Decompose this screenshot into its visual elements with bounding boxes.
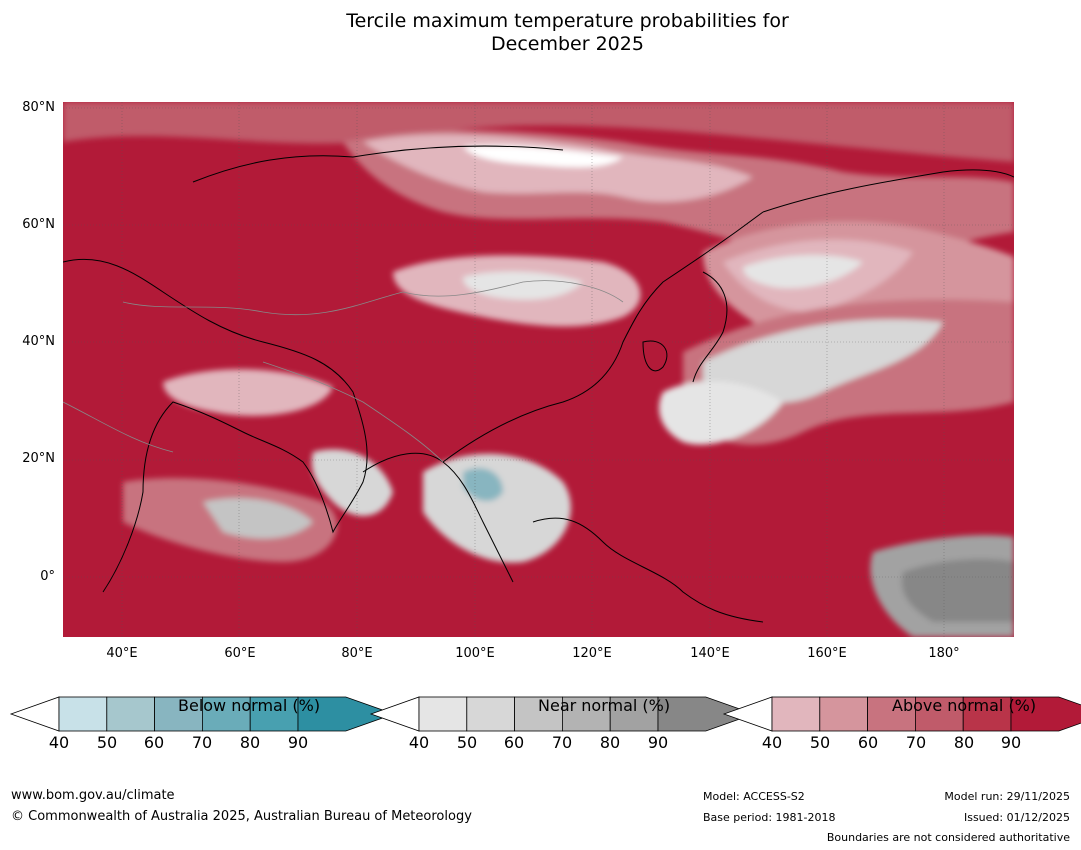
- lat-label-60n: 60°N: [22, 217, 55, 232]
- near-normal-colorbar: [369, 696, 755, 732]
- tick: 70: [191, 733, 213, 752]
- chart-title: Tercile maximum temperature probabilitie…: [0, 10, 1081, 56]
- title-line-1: Tercile maximum temperature probabilitie…: [346, 10, 789, 32]
- near-40-japan: [659, 381, 783, 445]
- tick: 80: [239, 733, 261, 752]
- tick: 60: [857, 733, 879, 752]
- copyright-text: © Commonwealth of Australia 2025, Austra…: [11, 809, 472, 824]
- tick: 80: [599, 733, 621, 752]
- colorbar-segment: [514, 696, 563, 732]
- above-normal-colorbar: [722, 696, 1081, 732]
- near-50-pacific: [703, 319, 943, 403]
- lat-label-20n: 20°N: [22, 451, 55, 466]
- colorbar-under-triangle: [722, 696, 773, 732]
- near-normal-label: Near normal (%): [538, 696, 671, 715]
- near-40-mongolia: [463, 271, 583, 300]
- tick: 50: [809, 733, 831, 752]
- issued-text: Issued: 01/12/2025: [963, 811, 1070, 824]
- near-90-pacific: [901, 559, 1014, 622]
- base-period-text: Base period: 1981-2018: [703, 811, 836, 824]
- colorbar-segment: [106, 696, 156, 732]
- below-normal-colorbar: [9, 696, 395, 732]
- tick: 90: [647, 733, 669, 752]
- colorbar-segment: [418, 696, 468, 732]
- above-40-iran: [163, 369, 333, 416]
- near-40-far-east: [743, 255, 863, 289]
- tick: 70: [905, 733, 927, 752]
- tick: 50: [96, 733, 118, 752]
- colorbars: [9, 696, 1081, 732]
- borders: [63, 280, 624, 463]
- tick: 60: [503, 733, 525, 752]
- lon-label-180: 180°: [928, 646, 960, 661]
- colorbar-over-segment: [657, 696, 755, 732]
- lon-label-40e: 40°E: [106, 646, 138, 661]
- tick: 80: [953, 733, 975, 752]
- lon-label-60e: 60°E: [224, 646, 256, 661]
- colorbar-under-triangle: [369, 696, 420, 732]
- tick: 50: [456, 733, 478, 752]
- colorbar-segment: [466, 696, 515, 732]
- colorbar-over-segment: [297, 696, 395, 732]
- near-60-arabian-sea: [203, 498, 313, 539]
- tick: 60: [143, 733, 165, 752]
- tick: 90: [1000, 733, 1022, 752]
- tick: 40: [408, 733, 430, 752]
- tick: 90: [287, 733, 309, 752]
- lat-label-0: 0°: [40, 569, 55, 584]
- colorbar-segment: [819, 696, 868, 732]
- colorbar-segment: [771, 696, 821, 732]
- lat-label-40n: 40°N: [22, 334, 55, 349]
- website-text: www.bom.gov.au/climate: [11, 788, 175, 803]
- colorbar-over-segment: [1010, 696, 1081, 732]
- tick: 40: [761, 733, 783, 752]
- lon-label-140e: 140°E: [690, 646, 730, 661]
- disclaimer-text: Boundaries are not considered authoritat…: [826, 831, 1070, 844]
- white-arctic-patch: [463, 145, 623, 168]
- above-70-arctic: [63, 102, 1014, 162]
- colorbar-under-triangle: [9, 696, 60, 732]
- colorbar-segment: [58, 696, 108, 732]
- probability-map: [63, 102, 1014, 637]
- lon-label-80e: 80°E: [341, 646, 373, 661]
- above-40-siberia: [363, 134, 753, 202]
- colorbar-segment: [867, 696, 916, 732]
- lon-label-100e: 100°E: [455, 646, 495, 661]
- title-line-2: December 2025: [491, 33, 644, 55]
- gridlines: [63, 102, 1014, 637]
- map-canvas: [63, 102, 1014, 637]
- below-60-thailand: [463, 468, 503, 502]
- coastlines: [63, 145, 1014, 623]
- model-run-text: Model run: 29/11/2025: [944, 790, 1070, 803]
- tick: 40: [48, 733, 70, 752]
- tick: 70: [551, 733, 573, 752]
- colorbar-segment: [962, 696, 1012, 732]
- above-normal-label: Above normal (%): [892, 696, 1037, 715]
- model-text: Model: ACCESS-S2: [703, 790, 805, 803]
- colorbar-segment: [562, 696, 611, 732]
- below-normal-label: Below normal (%): [178, 696, 321, 715]
- lon-label-160e: 160°E: [807, 646, 847, 661]
- lon-label-120e: 120°E: [572, 646, 612, 661]
- lat-label-80n: 80°N: [22, 100, 55, 115]
- near-50-sea: [423, 453, 571, 563]
- colorbar-segment: [154, 696, 203, 732]
